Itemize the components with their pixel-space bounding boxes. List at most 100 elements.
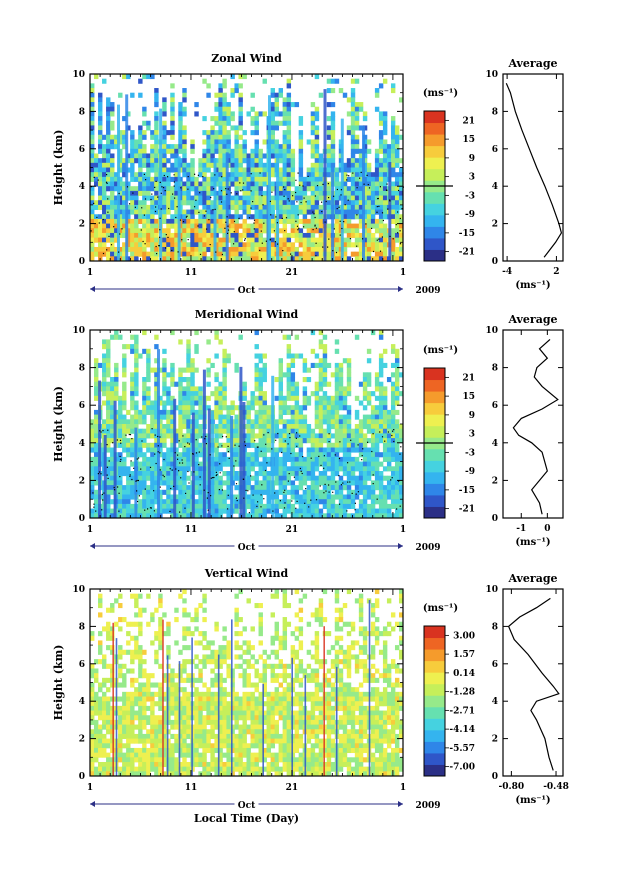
- heatmap-cell: [286, 362, 292, 368]
- heatmap-cell: [130, 419, 135, 425]
- heatmap-cell: [306, 433, 312, 439]
- heatmap-cell: [102, 218, 107, 224]
- heatmap-cell: [334, 414, 340, 420]
- heatmap-cell: [302, 456, 308, 462]
- heatmap-cell: [134, 344, 139, 350]
- heatmap-cell: [226, 405, 231, 411]
- heatmap-cell: [370, 508, 376, 514]
- heatmap-cell: [318, 330, 324, 336]
- heatmap-cell: [130, 471, 135, 477]
- heatmap-cell: [294, 513, 300, 519]
- heatmap-cell: [214, 190, 219, 196]
- heatmap-cell: [98, 162, 103, 168]
- contour-dot: [140, 229, 142, 231]
- heatmap-cell: [110, 190, 115, 196]
- heatmap-cell: [166, 471, 171, 477]
- heatmap-cell: [350, 433, 356, 439]
- contour-dot: [372, 433, 374, 435]
- heatmap-cell: [194, 237, 199, 243]
- heatmap-cell: [182, 499, 187, 505]
- heatmap-cell: [370, 494, 376, 500]
- heatmap-cell: [198, 242, 203, 248]
- heatmap-cell: [266, 508, 271, 514]
- heatmap-cell: [394, 246, 400, 253]
- heatmap-cell: [274, 106, 279, 112]
- heatmap-cell: [314, 148, 320, 154]
- heatmap-cell: [242, 153, 247, 159]
- heatmap-streak: [388, 162, 392, 261]
- heatmap-cell: [294, 190, 300, 196]
- heatmap-cell: [378, 372, 384, 378]
- heatmap-cell: [354, 485, 360, 491]
- heatmap-cell: [126, 442, 131, 448]
- heatmap-cell: [194, 251, 199, 257]
- heatmap-cell: [326, 508, 332, 514]
- heatmap-cell: [126, 195, 131, 201]
- heatmap-cell: [334, 190, 340, 196]
- contour-dot: [261, 484, 263, 486]
- contour-dot: [354, 509, 356, 511]
- heatmap-cell: [262, 218, 267, 224]
- heatmap-cell: [146, 181, 151, 187]
- heatmap-cell: [258, 167, 263, 173]
- heatmap-cell: [242, 181, 247, 187]
- heatmap-cell: [154, 367, 159, 373]
- heatmap-cell: [90, 485, 95, 491]
- heatmap-cell: [286, 499, 292, 505]
- heatmap-cell: [146, 405, 151, 411]
- heatmap-cell: [390, 153, 396, 159]
- heatmap-cell: [98, 186, 103, 192]
- contour-dot: [236, 500, 238, 502]
- heatmap-cell: [338, 447, 344, 453]
- contour-dot: [287, 443, 289, 445]
- heatmap-cell: [394, 172, 400, 178]
- heatmap-cell: [314, 381, 320, 387]
- heatmap-cell: [358, 438, 364, 444]
- heatmap-cell: [362, 480, 368, 486]
- heatmap-cell: [110, 452, 115, 458]
- contour-dot: [343, 221, 345, 223]
- heatmap-cell: [282, 130, 288, 136]
- heatmap-cell: [106, 461, 111, 467]
- heatmap-cell: [382, 485, 388, 491]
- heatmap-cell: [362, 452, 368, 458]
- heatmap-cell: [378, 200, 384, 206]
- heatmap-cell: [122, 172, 127, 178]
- heatmap-cell: [90, 186, 95, 192]
- heatmap-cell: [254, 228, 259, 234]
- heatmap-cell: [238, 237, 243, 243]
- heatmap-cell: [214, 405, 219, 411]
- heatmap-cell: [354, 167, 360, 173]
- heatmap-cell: [118, 475, 123, 481]
- heatmap-cell: [130, 139, 135, 145]
- heatmap-cell: [166, 414, 171, 420]
- heatmap-cell: [182, 167, 187, 173]
- heatmap-cell: [394, 424, 400, 430]
- heatmap-cell: [210, 246, 215, 253]
- heatmap-cell: [270, 186, 275, 192]
- heatmap-cell: [338, 480, 344, 486]
- heatmap-cell: [174, 251, 179, 257]
- heatmap-cell: [314, 190, 320, 196]
- heatmap-cell: [142, 176, 147, 182]
- heatmap-cell: [362, 466, 368, 472]
- contour-dot: [205, 435, 207, 438]
- heatmap-cell: [250, 148, 255, 154]
- heatmap-cell: [138, 237, 143, 243]
- heatmap-cell: [310, 489, 316, 495]
- heatmap-cell: [134, 358, 139, 364]
- heatmap-cell: [358, 419, 364, 425]
- heatmap-cell: [194, 228, 199, 234]
- heatmap-cell: [218, 200, 223, 206]
- heatmap-cell: [242, 223, 247, 229]
- heatmap-cell: [162, 176, 167, 182]
- contour-dot: [120, 458, 122, 461]
- heatmap-cell: [182, 190, 187, 196]
- contour-dot: [310, 457, 312, 459]
- heatmap-cell: [278, 195, 284, 201]
- heatmap-cell: [142, 242, 147, 248]
- heatmap-cell: [142, 419, 147, 425]
- heatmap-cell: [350, 447, 356, 453]
- heatmap-cell: [162, 489, 167, 495]
- heatmap-cell: [162, 499, 167, 505]
